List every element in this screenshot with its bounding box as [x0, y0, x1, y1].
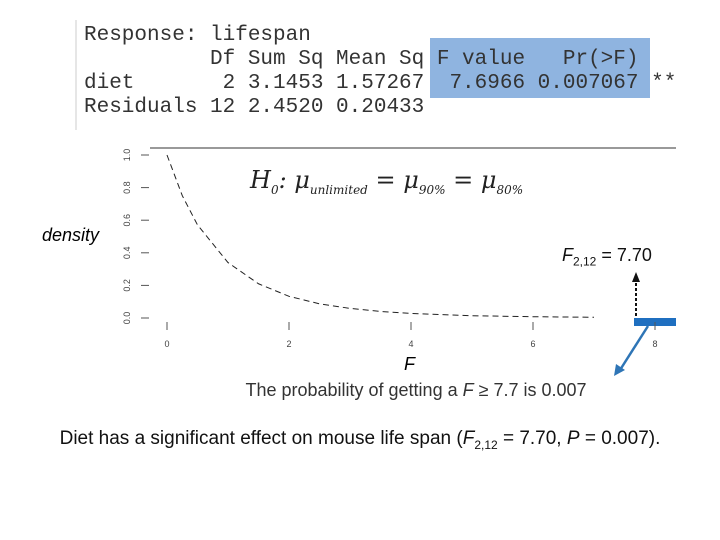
x-tick-label: 8: [652, 339, 657, 349]
y-tick-label: 0.2: [122, 279, 132, 292]
x-tick-label: 6: [530, 339, 535, 349]
y-tick-label: 0.0: [122, 312, 132, 325]
y-axis-label: density: [42, 225, 100, 245]
probability-text: The probability of getting a F ≥ 7.7 is …: [245, 380, 587, 400]
y-tick-label: 0.4: [122, 247, 132, 260]
y-tick-label: 0.6: [122, 214, 132, 227]
y-tick-label: 1.0: [122, 149, 132, 162]
highlight: [430, 38, 650, 98]
y-tick-label: 0.8: [122, 181, 132, 194]
x-tick-label: 4: [408, 339, 413, 349]
x-axis-label: F: [404, 354, 415, 374]
output-line: Residuals 12 2.4520 0.20433: [84, 96, 425, 119]
output-line: Response: lifespan: [84, 24, 311, 47]
conclusion: Diet has a significant effect on mouse l…: [59, 428, 661, 452]
arrow-head: [632, 272, 640, 282]
output-line: Df Sum Sq Mean Sq F value Pr(>F): [84, 48, 639, 71]
arrow-head: [614, 364, 625, 376]
pointer-arrow: [618, 325, 650, 371]
x-tick-label: 2: [286, 339, 291, 349]
f-annotation: F2,12 = 7.70: [562, 245, 652, 269]
hypothesis: H0: μunlimited = μ90% = μ80%: [250, 166, 524, 197]
output-line: diet 2 3.1453 1.57267 7.6966 0.007067 **: [84, 72, 677, 95]
x-tick-label: 0: [164, 339, 169, 349]
anova-output: Response: lifespan Df Sum Sq Mean Sq F v…: [84, 24, 676, 120]
